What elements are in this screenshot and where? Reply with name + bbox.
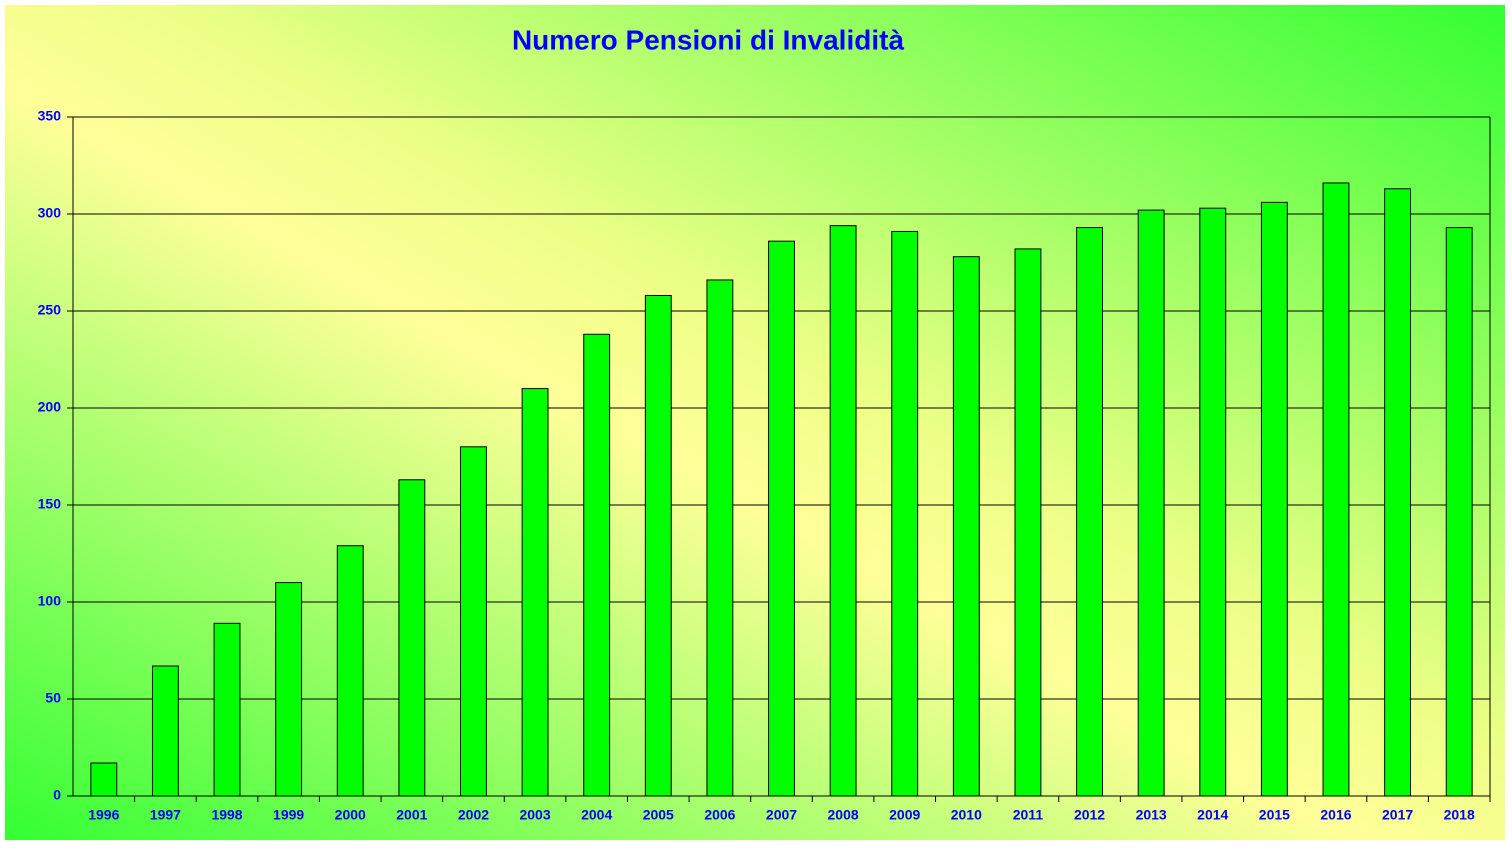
x-tick-label: 2014 <box>1197 807 1228 823</box>
x-tick-label: 2003 <box>519 807 550 823</box>
x-tick-label: 2017 <box>1382 807 1413 823</box>
chart-title: Numero Pensioni di Invalidità <box>512 24 904 55</box>
bar <box>1014 248 1042 797</box>
bar <box>1137 209 1165 797</box>
x-tick-label: 2008 <box>828 807 859 823</box>
y-tick-label: 150 <box>38 496 62 512</box>
x-tick-label: 2004 <box>581 807 612 823</box>
y-tick-label: 100 <box>38 593 62 609</box>
x-tick-label: 2001 <box>396 807 427 823</box>
y-tick-label: 350 <box>38 108 62 124</box>
x-tick-label: 2012 <box>1074 807 1105 823</box>
bar <box>768 240 795 797</box>
x-tick-label: 2007 <box>766 807 797 823</box>
x-tick-label: 1999 <box>273 807 304 823</box>
bar <box>891 230 919 797</box>
bar <box>1322 182 1350 797</box>
bar <box>706 279 734 797</box>
bar <box>521 388 549 797</box>
x-tick-label: 2000 <box>335 807 366 823</box>
x-tick-label: 2010 <box>951 807 982 823</box>
y-tick-label: 300 <box>38 205 62 221</box>
x-tick-label: 2006 <box>704 807 735 823</box>
chart-background <box>5 5 1505 840</box>
bar <box>336 545 364 797</box>
bar <box>952 256 980 797</box>
bar <box>829 225 857 797</box>
bar <box>460 446 487 797</box>
y-tick-label: 200 <box>38 399 62 415</box>
bar <box>398 479 426 797</box>
y-tick-label: 0 <box>53 787 61 803</box>
bar <box>583 333 611 797</box>
x-tick-label: 2013 <box>1136 807 1167 823</box>
bar <box>1076 227 1103 797</box>
x-tick-label: 1998 <box>211 807 242 823</box>
x-tick-label: 2002 <box>458 807 489 823</box>
x-tick-label: 2011 <box>1013 807 1044 823</box>
y-tick-label: 250 <box>38 302 62 318</box>
bar <box>1384 188 1412 797</box>
bar <box>151 665 179 797</box>
x-tick-label: 2015 <box>1259 807 1290 823</box>
bar <box>1260 201 1288 797</box>
x-tick-label: 1996 <box>88 807 119 823</box>
bar <box>90 762 118 797</box>
x-tick-label: 2018 <box>1444 807 1475 823</box>
bar <box>1199 207 1227 797</box>
bar <box>1445 227 1473 797</box>
x-tick-label: 1997 <box>150 807 181 823</box>
y-tick-label: 50 <box>45 690 61 706</box>
bar <box>275 582 303 797</box>
x-tick-label: 2005 <box>643 807 674 823</box>
bar <box>644 294 672 797</box>
x-tick-label: 2009 <box>889 807 920 823</box>
bar <box>213 622 241 797</box>
x-tick-label: 2016 <box>1320 807 1351 823</box>
